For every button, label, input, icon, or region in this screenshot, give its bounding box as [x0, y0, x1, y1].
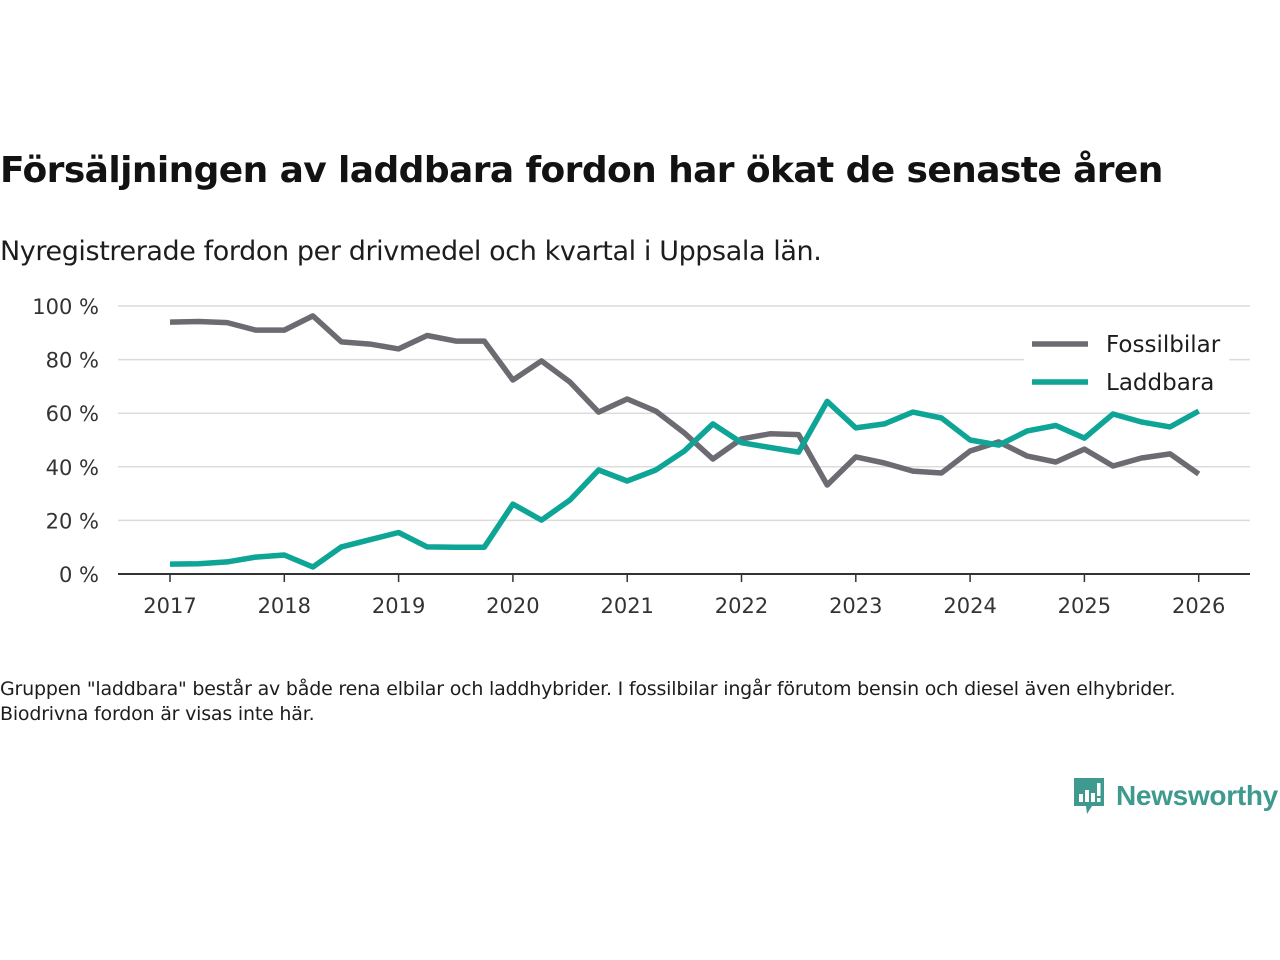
y-tick-label: 80 %	[46, 349, 99, 373]
x-tick-label: 2024	[943, 594, 996, 618]
x-tick-label: 2020	[486, 594, 539, 618]
series-lines	[168, 313, 1202, 570]
y-tick-label: 20 %	[46, 509, 99, 533]
newsworthy-logo-icon	[1074, 778, 1104, 814]
y-tick-label: 40 %	[46, 456, 99, 480]
legend-item-laddbara[interactable]: Laddbara	[1032, 370, 1214, 396]
legend: Fossilbilar Laddbara	[1024, 326, 1229, 406]
y-axis-tick-labels: 0 % 20 % 40 % 60 % 80 % 100 %	[32, 295, 99, 587]
y-tick-label: 0 %	[59, 563, 99, 587]
newsworthy-logo[interactable]: Newsworthy	[1072, 776, 1278, 816]
x-tick-label: 2023	[829, 594, 882, 618]
chart-title: Försäljningen av laddbara fordon har öka…	[0, 150, 1163, 191]
brand-name: Newsworthy	[1116, 780, 1278, 811]
x-tick-label: 2017	[143, 594, 196, 618]
legend-label-laddbara: Laddbara	[1106, 370, 1214, 396]
x-tick-label: 2021	[600, 594, 653, 618]
series-line-fossilbilar[interactable]	[169, 313, 1201, 488]
x-tick-label: 2022	[715, 594, 768, 618]
y-tick-label: 100 %	[32, 295, 99, 319]
x-tick-label: 2018	[258, 594, 311, 618]
x-tick-label: 2026	[1172, 594, 1225, 618]
y-tick-label: 60 %	[46, 402, 99, 426]
line-chart: 0 % 20 % 40 % 60 % 80 % 100 % 2017 2018 2019 202…	[32, 295, 1250, 618]
data-points-laddbara	[168, 399, 1202, 570]
legend-item-fossilbilar[interactable]: Fossilbilar	[1032, 332, 1221, 358]
series-line-laddbara[interactable]	[169, 398, 1201, 570]
x-tick-label: 2025	[1058, 594, 1111, 618]
legend-label-fossilbilar: Fossilbilar	[1106, 332, 1221, 358]
x-tick-label: 2019	[372, 594, 425, 618]
chart-subtitle: Nyregistrerade fordon per drivmedel och …	[0, 236, 822, 267]
x-axis: 2017 2018 2019 2020 2021 2022 2023 2024 2025 2026	[143, 574, 1225, 618]
legend-background	[1024, 326, 1229, 406]
footnote: Gruppen "laddbara" består av både rena e…	[0, 678, 1176, 725]
